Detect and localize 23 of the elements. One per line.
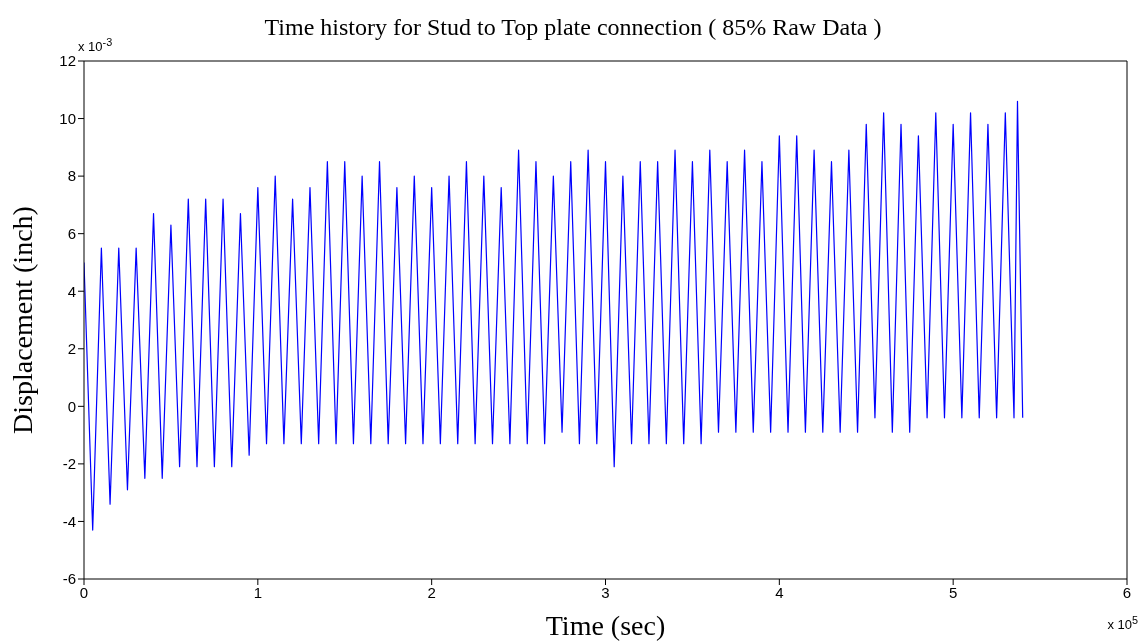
x-tick-label: 6 bbox=[1122, 583, 1132, 601]
x-tick-label: 2 bbox=[427, 583, 436, 601]
y-tick-label: 12 bbox=[59, 52, 76, 70]
chart-title: Time history for Stud to Top plate connection ( 85% Raw Data ) bbox=[264, 14, 882, 40]
x-tick-label: 3 bbox=[601, 583, 610, 601]
y-tick-label: 6 bbox=[67, 224, 76, 242]
y-tick-label: -4 bbox=[62, 512, 76, 530]
y-tick-label: -2 bbox=[62, 455, 76, 473]
exponent-note: x 10$^{5}$ bbox=[1107, 614, 1138, 633]
y-tick-label: 8 bbox=[67, 167, 76, 185]
y-axis-title: Displacement (inch) bbox=[6, 206, 38, 434]
x-tick-label: 5 bbox=[948, 583, 958, 601]
exponent-note: x 10$^{-3}$ bbox=[78, 36, 113, 55]
y-tick-label: 2 bbox=[67, 340, 76, 358]
y-tick-label: 4 bbox=[67, 282, 76, 300]
y-tick-label: 10 bbox=[59, 109, 76, 127]
x-axis-title: Time (sec) bbox=[545, 610, 666, 641]
line-series bbox=[84, 100, 1024, 531]
x-tick-label: 0 bbox=[79, 583, 89, 601]
y-tick-label: 0 bbox=[67, 397, 76, 415]
x-tick-label: 4 bbox=[775, 583, 784, 601]
y-tick-label: -6 bbox=[62, 570, 76, 588]
x-tick-label: 1 bbox=[253, 583, 263, 601]
